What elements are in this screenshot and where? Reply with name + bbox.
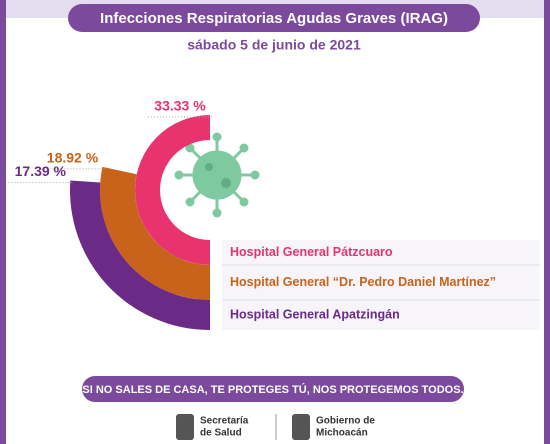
chart-title: Infecciones Respiratorias Agudas Graves …: [100, 10, 448, 27]
logo-text: Gobierno de: [316, 416, 375, 427]
value-label: 18.92 %: [47, 150, 99, 166]
logo-emblem: [176, 414, 194, 440]
arc-bar: [70, 180, 211, 330]
rows-panel: [210, 240, 540, 330]
left-border: [0, 0, 6, 444]
category-label: Hospital General Pátzcuaro: [230, 245, 393, 259]
message-pill: [82, 376, 464, 402]
logo-text: de Salud: [200, 428, 242, 439]
title-pill: [68, 4, 480, 32]
arc-bar: [135, 115, 210, 265]
row-edge: [210, 240, 222, 330]
logo-text: Secretaría: [200, 416, 249, 427]
category-label: Hospital General “Dr. Pedro Daniel Martí…: [230, 275, 496, 289]
arc-bar: [99, 166, 210, 300]
footer-message: SI NO SALES DE CASA, TE PROTEGES TÚ, NOS…: [82, 383, 463, 396]
logo-text: Michoacán: [316, 428, 368, 439]
category-label: Hospital General Apatzingán: [230, 307, 400, 321]
value-label: 33.33 %: [154, 98, 206, 114]
virus-icon: [174, 132, 260, 218]
chart-subtitle: sábado 5 de junio de 2021: [187, 37, 361, 53]
value-label: 17.39 %: [15, 163, 67, 179]
right-border: [544, 0, 550, 444]
logo-emblem: [292, 414, 310, 440]
